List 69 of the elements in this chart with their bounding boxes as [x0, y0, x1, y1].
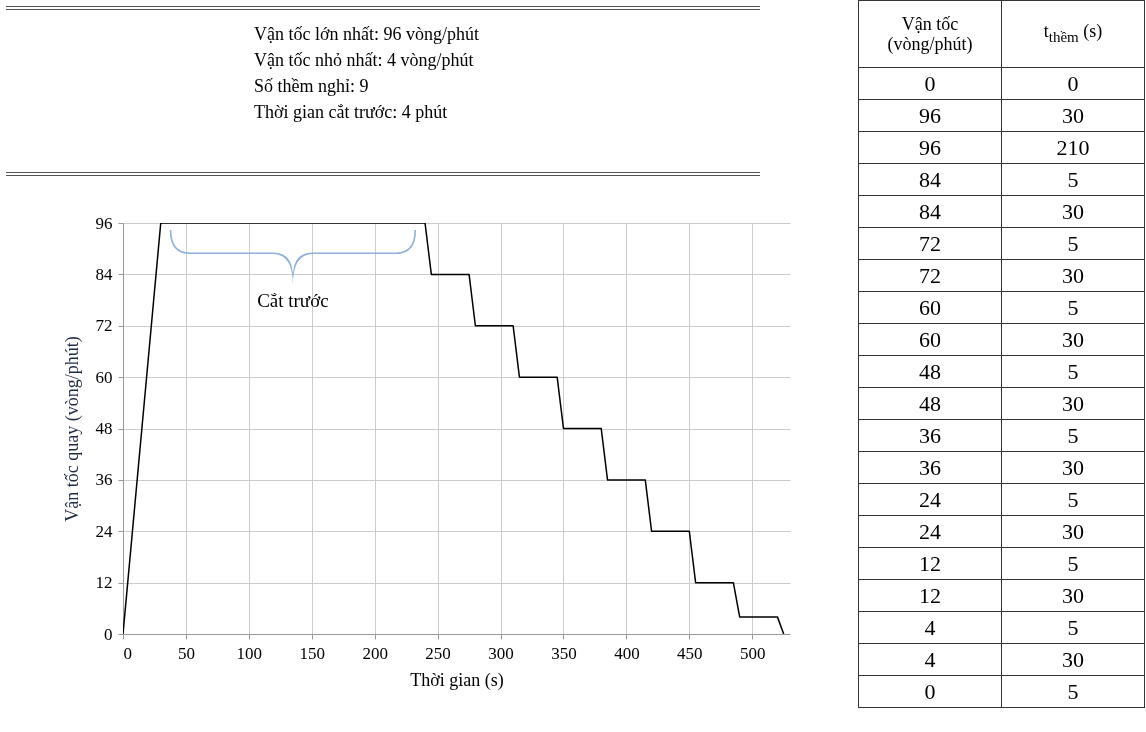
text: Vận tốc lớn nhất: 96 vòng/phút — [254, 23, 480, 46]
text: 30 — [1062, 198, 1084, 224]
y-tick-label: 48 — [95, 419, 113, 438]
text: 5 — [1067, 230, 1079, 256]
x-tick-label: 50 — [177, 643, 195, 663]
text: 84 — [919, 198, 941, 224]
text: 30 — [1062, 326, 1084, 352]
text: 5 — [1067, 294, 1079, 320]
text: 5 — [1067, 550, 1079, 576]
text: 0 — [924, 678, 936, 704]
x-tick-label: 250 — [425, 643, 451, 663]
text: 30 — [1062, 454, 1084, 480]
x-tick-label: 0 — [123, 643, 132, 663]
x-axis-title: Thời gian (s) — [410, 669, 504, 691]
text: 60 — [919, 294, 941, 320]
text: 60 — [919, 326, 941, 352]
text: 12 — [919, 582, 941, 608]
x-tick-label: 450 — [677, 643, 703, 663]
y-tick-label: 12 — [95, 573, 113, 593]
text: Vận tốc nhỏ nhất: 4 vòng/phút — [254, 49, 475, 72]
text: 84 — [919, 166, 941, 192]
text: 30 — [1062, 582, 1084, 608]
y-tick-label: 36 — [95, 470, 113, 490]
text: 12 — [919, 550, 941, 576]
x-tick-label: 100 — [236, 643, 263, 663]
category-label: t$_{thềm}$ (s) — [1001, 0, 1145, 68]
text: 24 — [919, 518, 941, 544]
category-label: Vận tốc (vòng/phút) — [858, 0, 1002, 68]
x-tick-label: 400 — [614, 643, 640, 663]
text: 36 — [919, 422, 941, 448]
text: 48 — [919, 358, 941, 384]
text: 30 — [1062, 262, 1084, 288]
y-tick-label: 84 — [95, 264, 113, 284]
text: 5 — [1067, 486, 1079, 512]
text: 30 — [1062, 390, 1084, 416]
text: 96 — [919, 134, 941, 160]
annotation: Cắt trước — [257, 290, 329, 311]
text: 5 — [1067, 166, 1079, 192]
text: 24 — [919, 486, 941, 512]
y-tick-label: 72 — [95, 316, 113, 336]
text: 0 — [1067, 70, 1079, 96]
text: 4 — [924, 646, 936, 672]
y-tick-label: 0 — [104, 624, 113, 644]
text: 5 — [1067, 678, 1079, 704]
text: 30 — [1062, 518, 1084, 544]
text: Thời gian cắt trước: 4 phút — [254, 101, 449, 124]
text: 0 — [924, 70, 936, 96]
text: 5 — [1067, 422, 1079, 448]
text: 72 — [919, 262, 941, 288]
x-tick-label: 200 — [362, 643, 388, 663]
y-tick-label: 24 — [95, 521, 113, 541]
text: 5 — [1067, 358, 1079, 384]
text: 5 — [1067, 614, 1079, 640]
text: 30 — [1062, 646, 1084, 672]
text: Số thềm nghỉ: 9 — [254, 75, 370, 98]
x-tick-label: 300 — [488, 643, 514, 663]
text: 72 — [919, 230, 941, 256]
text: 30 — [1062, 102, 1084, 128]
text: 210 — [1056, 134, 1090, 160]
text: 96 — [919, 102, 941, 128]
text: 36 — [919, 454, 941, 480]
x-tick-label: 350 — [551, 643, 577, 663]
x-tick-label: 500 — [740, 643, 766, 663]
y-tick-label: 96 — [95, 213, 113, 233]
text: 48 — [919, 390, 941, 416]
y-tick-label: 60 — [95, 367, 113, 387]
text: 4 — [924, 614, 936, 640]
y-axis-title: Vận tốc quay (vòng/phút) — [61, 336, 83, 522]
x-tick-label: 150 — [299, 643, 326, 663]
